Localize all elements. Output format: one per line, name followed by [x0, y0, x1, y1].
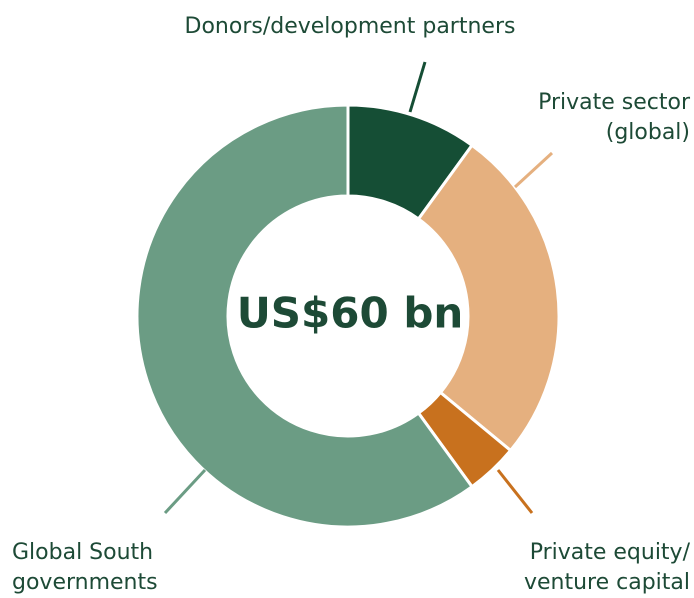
donut-segment [416, 143, 561, 453]
donut-segment [135, 103, 475, 529]
center-label: US$60 bn [237, 289, 464, 338]
leader-line [163, 468, 207, 515]
segment-label: Global South governments [12, 540, 158, 595]
leader-line [408, 61, 427, 113]
segment-label: Private equity/ venture capital [523, 540, 690, 595]
leader-line [513, 151, 554, 189]
leader-line [496, 469, 534, 514]
segments [135, 103, 561, 529]
segment-label: Private sector (global) [538, 90, 690, 145]
segment-label: Donors/development partners [184, 14, 516, 39]
